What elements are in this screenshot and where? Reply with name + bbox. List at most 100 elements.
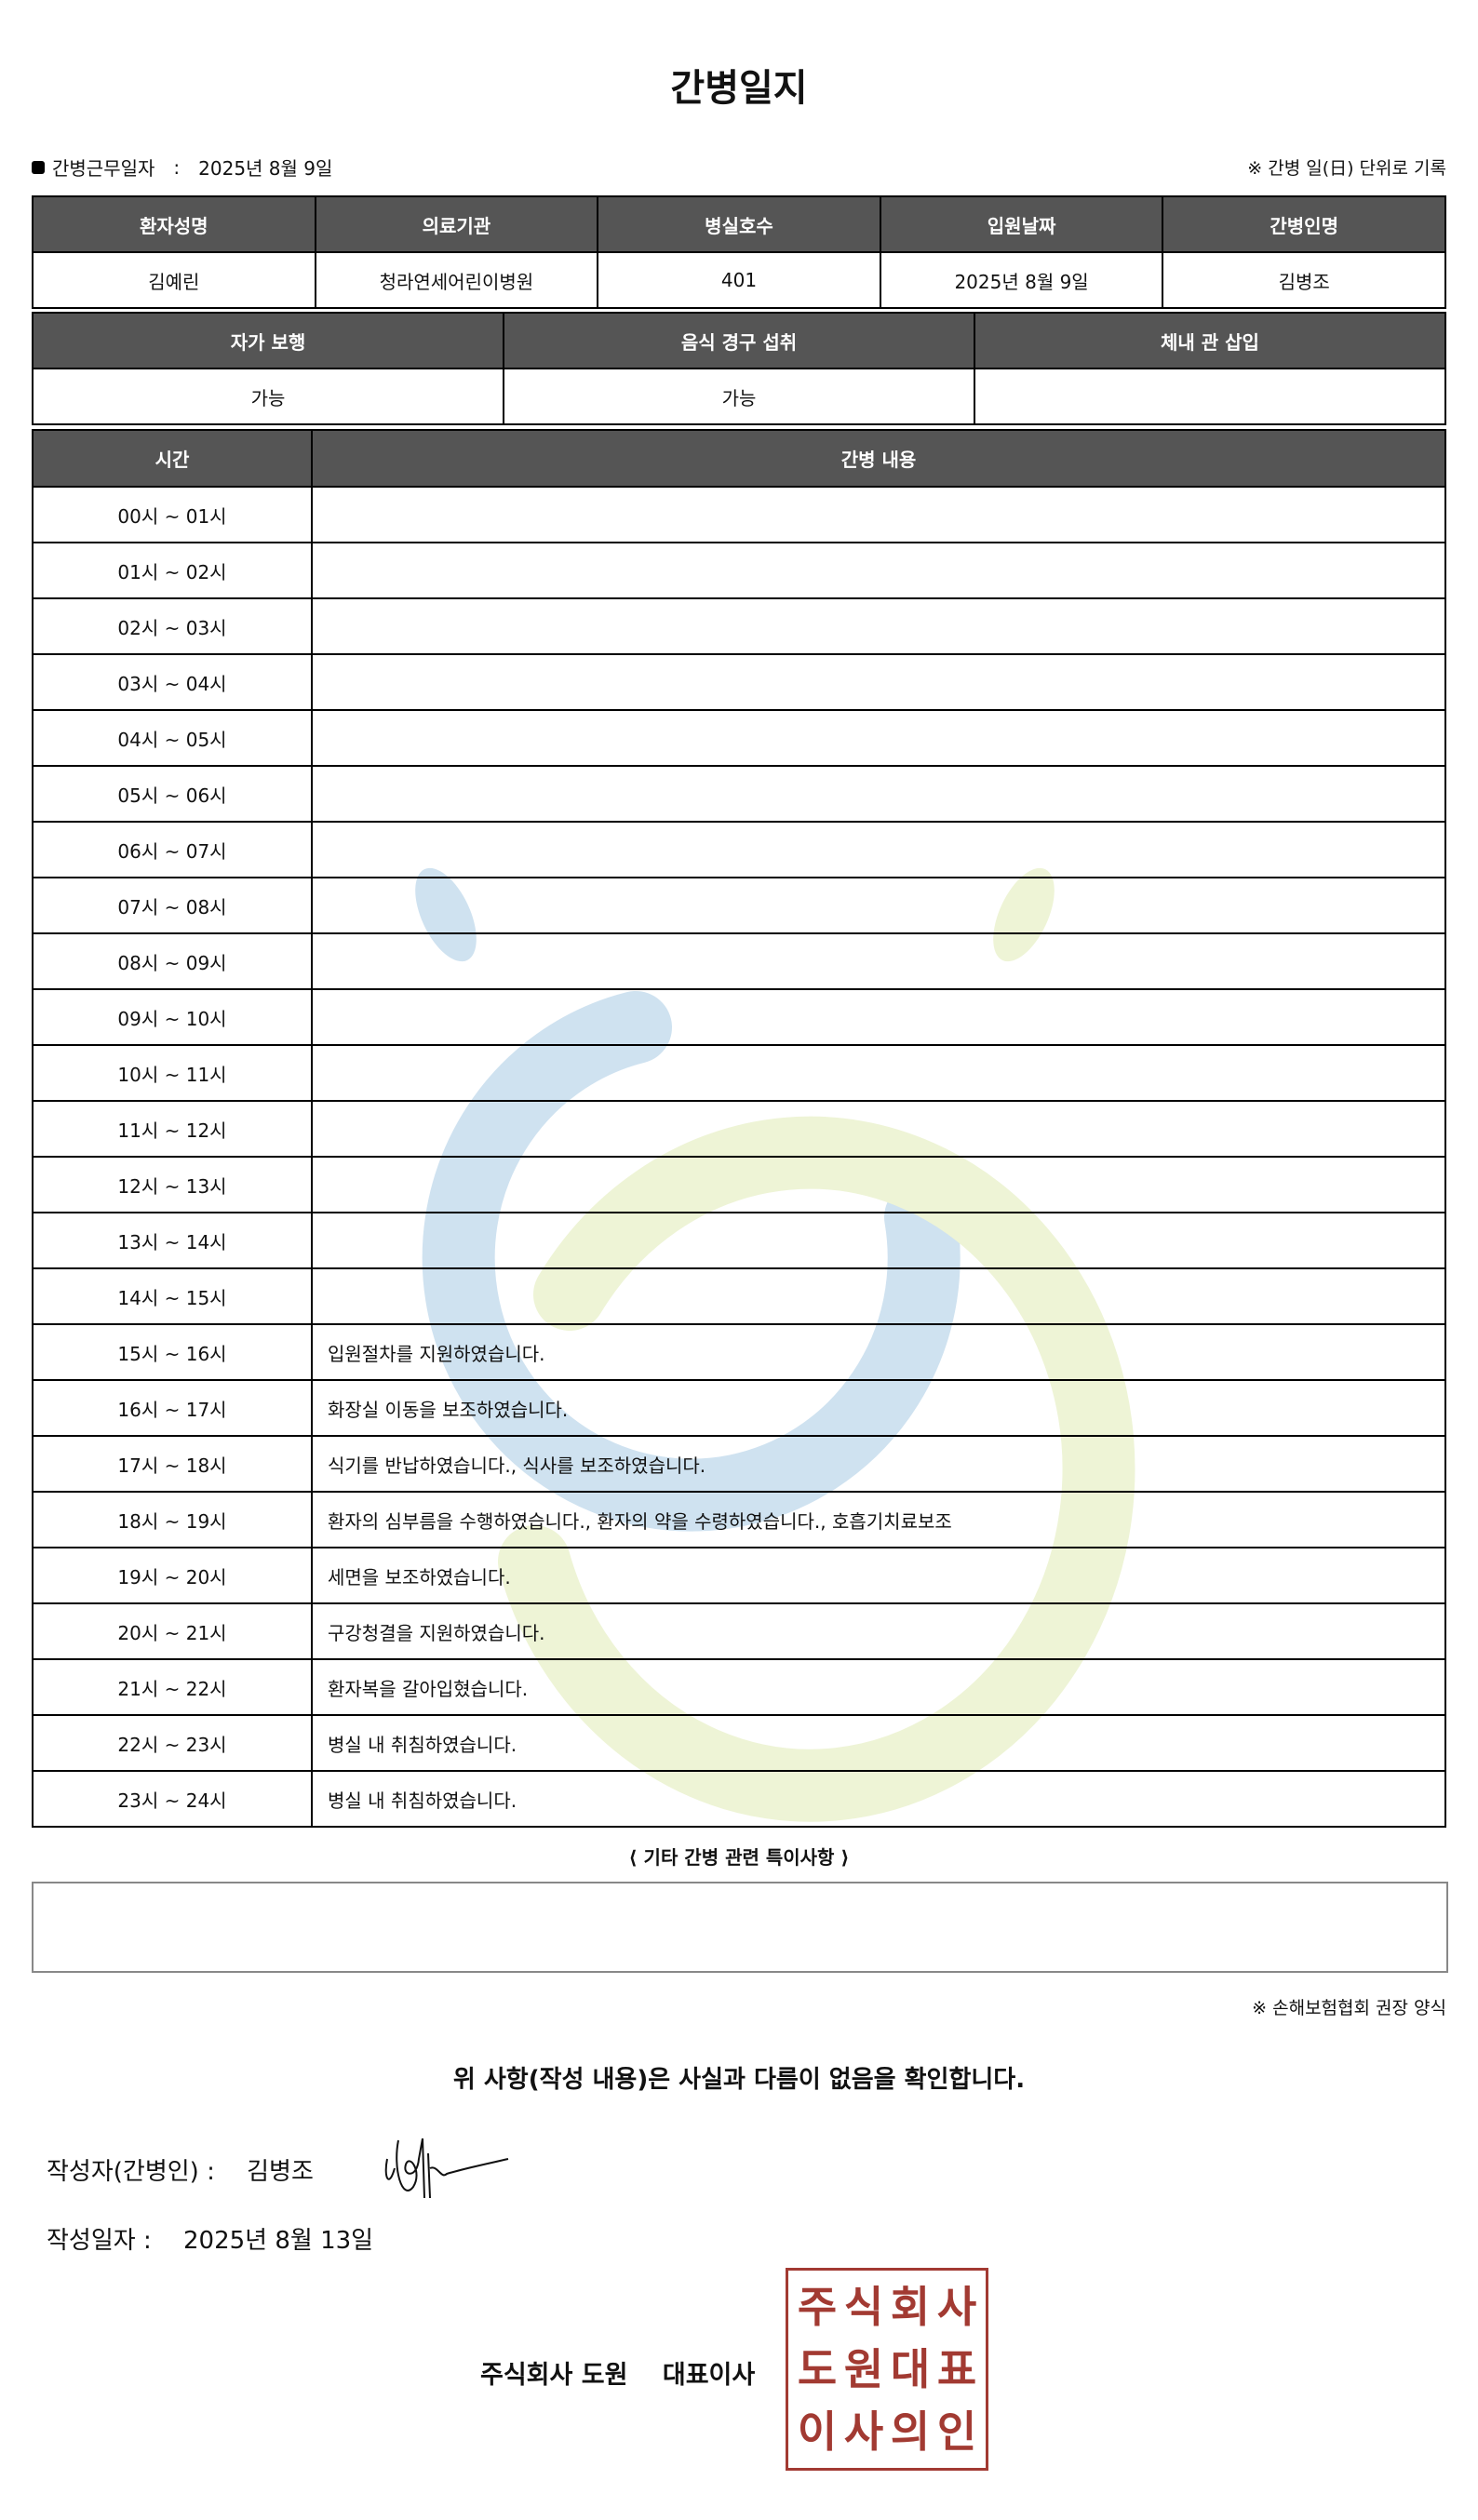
work-date-value: 2025년 8월 9일 (198, 157, 333, 180)
care-content: 구강청결을 지원하였습니다. (311, 1602, 1446, 1660)
time-slot: 09시 ~ 10시 (32, 988, 313, 1046)
care-log-row: 09시 ~ 10시 (32, 988, 1446, 1046)
care-content: 병실 내 취침하였습니다. (311, 1770, 1446, 1828)
care-log-row: 22시 ~ 23시 병실 내 취침하였습니다. (32, 1714, 1446, 1772)
stamp-character: 주 (797, 2282, 838, 2333)
stamp-character: 이 (797, 2406, 838, 2457)
care-log-row: 03시 ~ 04시 (32, 653, 1446, 711)
time-slot: 19시 ~ 20시 (32, 1547, 313, 1604)
company-title: 대표이사 (662, 2361, 756, 2390)
care-content: 병실 내 취침하였습니다. (311, 1714, 1446, 1772)
header-room: 병실호수 (597, 195, 881, 253)
care-content (311, 988, 1446, 1046)
time-slot: 17시 ~ 18시 (32, 1435, 313, 1493)
write-date-line: 작성일자 : 2025년 8월 13일 (47, 2221, 373, 2256)
unit-note: ※ 간병 일(日) 단위로 기록 (1247, 158, 1446, 179)
care-content (311, 653, 1446, 711)
room-number: 401 (597, 251, 881, 309)
header-admission-date: 입원날짜 (879, 195, 1164, 253)
care-content (311, 877, 1446, 934)
header-patient-name: 환자성명 (32, 195, 316, 253)
admission-date: 2025년 8월 9일 (879, 251, 1164, 309)
stamp-character: 표 (936, 2343, 977, 2394)
patient-name: 김예린 (32, 251, 316, 309)
writer-name: 김병조 (247, 2158, 314, 2186)
care-log-row: 12시 ~ 13시 (32, 1156, 1446, 1213)
caregiver-name: 김병조 (1162, 251, 1446, 309)
care-content (311, 1212, 1446, 1269)
header-caregiver: 간병인명 (1162, 195, 1446, 253)
time-slot: 18시 ~ 19시 (32, 1491, 313, 1548)
care-log-row: 21시 ~ 22시 환자복을 갈아입혔습니다. (32, 1658, 1446, 1716)
time-slot: 04시 ~ 05시 (32, 709, 313, 767)
time-slot: 13시 ~ 14시 (32, 1212, 313, 1269)
care-content: 입원절차를 지원하였습니다. (311, 1323, 1446, 1381)
care-log-row: 16시 ~ 17시 화장실 이동을 보조하였습니다. (32, 1379, 1446, 1437)
bullet-square-icon (32, 160, 45, 174)
header-walking: 자가 보행 (32, 312, 504, 369)
patient-table-row: 김예린 청라연세어린이병원 401 2025년 8월 9일 김병조 (32, 251, 1446, 309)
time-slot: 06시 ~ 07시 (32, 821, 313, 878)
patient-table-header: 환자성명 의료기관 병실호수 입원날짜 간병인명 (32, 195, 1446, 253)
care-log-header: 시간 간병 내용 (32, 429, 1446, 488)
header-content: 간병 내용 (311, 429, 1446, 488)
institution: 청라연세어린이병원 (314, 251, 599, 309)
care-content: 화장실 이동을 보조하였습니다. (311, 1379, 1446, 1437)
care-log-row: 00시 ~ 01시 (32, 486, 1446, 543)
time-slot: 10시 ~ 11시 (32, 1044, 313, 1102)
work-date-sep: : (173, 155, 181, 179)
time-slot: 23시 ~ 24시 (32, 1770, 313, 1828)
time-slot: 14시 ~ 15시 (32, 1267, 313, 1325)
time-slot: 00시 ~ 01시 (32, 486, 313, 543)
care-content: 환자복을 갈아입혔습니다. (311, 1658, 1446, 1716)
care-log-row: 11시 ~ 12시 (32, 1100, 1446, 1158)
signature-image (384, 2138, 509, 2199)
care-content (311, 486, 1446, 543)
care-log-row: 20시 ~ 21시 구강청결을 지원하였습니다. (32, 1602, 1446, 1660)
stamp-character: 원 (843, 2343, 884, 2394)
stamp-character: 도 (797, 2343, 838, 2394)
work-date: 간병근무일자 : 2025년 8월 9일 (32, 154, 332, 181)
time-slot: 12시 ~ 13시 (32, 1156, 313, 1213)
care-content (311, 709, 1446, 767)
stamp-character: 사 (936, 2282, 977, 2333)
time-slot: 01시 ~ 02시 (32, 542, 313, 599)
time-slot: 02시 ~ 03시 (32, 597, 313, 655)
write-date-label: 작성일자 : (47, 2227, 152, 2255)
care-log-row: 08시 ~ 09시 (32, 932, 1446, 990)
time-slot: 05시 ~ 06시 (32, 765, 313, 823)
care-content (311, 542, 1446, 599)
care-content (311, 1100, 1446, 1158)
stamp-character: 사 (843, 2406, 884, 2457)
confirm-statement: 위 사항(작성 내용)은 사실과 다름이 없음을 확인합니다. (452, 2066, 1026, 2094)
time-slot: 16시 ~ 17시 (32, 1379, 313, 1437)
care-log-row: 02시 ~ 03시 (32, 597, 1446, 655)
tube-value (974, 368, 1446, 425)
stamp-character: 대 (890, 2343, 931, 2394)
status-table-row: 가능 가능 (32, 368, 1446, 425)
header-time: 시간 (32, 429, 313, 488)
walking-value: 가능 (32, 368, 504, 425)
special-notes-box (32, 1882, 1448, 1973)
care-log-row: 17시 ~ 18시 식기를 반납하였습니다., 식사를 보조하였습니다. (32, 1435, 1446, 1493)
care-log-row: 14시 ~ 15시 (32, 1267, 1446, 1325)
page-title: 간병일지 (670, 67, 808, 110)
care-log-row: 07시 ~ 08시 (32, 877, 1446, 934)
time-slot: 03시 ~ 04시 (32, 653, 313, 711)
status-table-header: 자가 보행 음식 경구 섭취 체내 관 삽입 (32, 312, 1446, 369)
patient-table: 환자성명 의료기관 병실호수 입원날짜 간병인명 김예린 청라연세어린이병원 4… (32, 195, 1446, 309)
stamp-character: 회 (890, 2282, 931, 2333)
time-slot: 07시 ~ 08시 (32, 877, 313, 934)
stamp-character: 인 (936, 2406, 977, 2457)
time-slot: 22시 ~ 23시 (32, 1714, 313, 1772)
special-notes-label: ⟨ 기타 간병 관련 특이사항 ⟩ (628, 1846, 850, 1869)
care-content: 식기를 반납하였습니다., 식사를 보조하였습니다. (311, 1435, 1446, 1493)
care-log-row: 18시 ~ 19시 환자의 심부름을 수행하였습니다., 환자의 약을 수령하였습… (32, 1491, 1446, 1548)
care-log-row: 04시 ~ 05시 (32, 709, 1446, 767)
company-name: 주식회사 도원 (480, 2361, 628, 2390)
time-slot: 11시 ~ 12시 (32, 1100, 313, 1158)
status-table: 자가 보행 음식 경구 섭취 체내 관 삽입 가능 가능 (32, 312, 1446, 425)
care-content (311, 1267, 1446, 1325)
care-log-row: 01시 ~ 02시 (32, 542, 1446, 599)
care-content (311, 932, 1446, 990)
